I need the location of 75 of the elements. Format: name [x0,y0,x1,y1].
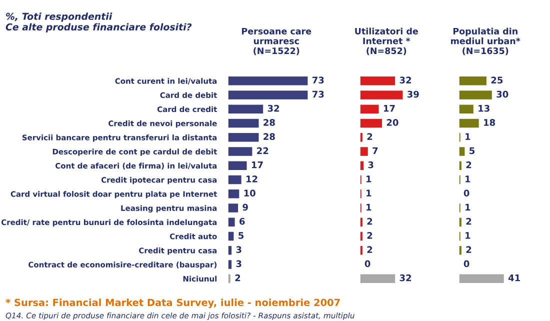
bar [360,90,403,100]
data-label: 20 [386,119,398,126]
data-label: 5 [470,147,475,154]
data-label: 1 [466,133,470,140]
data-label: 0 [464,260,470,268]
data-label: 2 [466,161,472,168]
data-label: 0 [464,190,470,197]
data-label: 12 [246,176,258,182]
data-label: 25 [491,76,503,84]
bar [360,147,368,156]
data-label: 7 [372,147,378,154]
data-label: 3 [236,260,242,268]
data-label: 17 [252,162,263,168]
bar [459,76,486,86]
data-label: 73 [312,90,324,98]
bar [228,190,240,198]
bar [228,147,252,156]
data-label: 9 [242,204,248,211]
data-label: 32 [400,76,412,84]
data-label: 18 [484,119,496,126]
data-label: 2 [367,246,372,253]
data-label: 17 [384,105,395,112]
bar [228,246,232,255]
data-label: 28 [264,133,275,140]
bar [360,76,396,86]
data-label: 2 [235,274,240,282]
bar [459,104,474,114]
bar [228,76,308,86]
data-label: 3 [368,161,374,168]
data-label: 0 [364,260,370,268]
bar [228,133,259,142]
data-label: 1 [366,204,372,210]
data-label: 32 [268,104,280,112]
data-label: 1 [466,232,470,239]
data-label: 2 [367,133,372,140]
chart-title: Populatia din mediul urban* (N=1635) [451,28,520,56]
bar [360,274,396,284]
data-label: 2 [367,218,372,225]
bar [459,274,504,284]
text: * Sursa: Financial Market Data Survey, iulie - noiembrie 2007 [6,298,340,308]
data-label: 22 [257,147,268,154]
chart-title: Persoane care urmaresc (N=1522) [242,28,312,56]
data-label: 2 [466,218,472,225]
data-label: 28 [264,119,275,126]
bar [459,90,492,100]
data-label: 32 [400,274,412,282]
data-label: 13 [478,104,490,112]
data-label: 1 [366,190,372,196]
bar [228,218,235,227]
data-label: 39 [407,90,419,98]
data-label: 1 [366,176,372,182]
data-label: 6 [240,218,245,225]
data-label: 10 [244,190,256,197]
bar [228,118,259,128]
bar [228,104,264,114]
bar [459,147,465,156]
data-label: 1 [466,176,470,182]
data-label: 5 [238,232,244,239]
data-label: 73 [312,76,324,84]
text: %, Toti respondentii Ce alte produse financiare folositi? [6,12,192,32]
bar [459,118,479,128]
bar [228,90,308,100]
bar [228,204,238,212]
data-label: 30 [496,90,508,98]
bar [228,175,242,184]
data-label: 1 [466,204,470,210]
data-label: 2 [466,246,472,253]
bar [360,118,382,128]
data-label: 3 [236,246,242,253]
bar [360,104,379,114]
data-label: 2 [367,232,372,239]
bar [228,260,232,269]
data-label: 41 [508,274,520,282]
bar [228,161,247,170]
chart-title: Utilizatori de Internet * (N=852) [355,28,418,56]
